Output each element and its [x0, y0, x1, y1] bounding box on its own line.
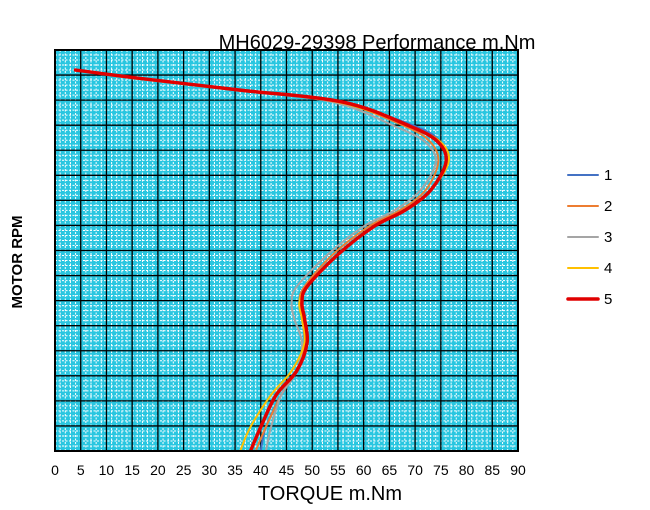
x-tick-label: 15	[124, 462, 140, 478]
legend-label-3: 3	[604, 229, 612, 246]
x-tick-label: 85	[484, 462, 500, 478]
x-tick-label: 0	[51, 462, 59, 478]
x-tick-label: 25	[176, 462, 192, 478]
x-tick-label: 20	[150, 462, 166, 478]
chart-title: MH6029-29398 Performance m.Nm	[219, 32, 536, 54]
legend-label-5: 5	[604, 291, 612, 308]
legend-label-4: 4	[604, 260, 612, 277]
legend-label-2: 2	[604, 198, 612, 215]
x-tick-label: 30	[202, 462, 218, 478]
x-tick-label: 55	[330, 462, 346, 478]
x-tick-label: 10	[99, 462, 115, 478]
x-tick-label: 90	[510, 462, 526, 478]
x-tick-label: 65	[382, 462, 398, 478]
x-tick-label: 75	[433, 462, 449, 478]
series-group	[73, 68, 450, 451]
x-axis-ticks: 0 5 10 15 20 25 30 35 40 45 50 55 60 65 70 75 80 85 90	[51, 462, 526, 478]
x-axis-label: TORQUE m.Nm	[258, 483, 402, 505]
x-tick-label: 5	[77, 462, 85, 478]
legend-label-1: 1	[604, 167, 612, 184]
x-tick-label: 70	[407, 462, 423, 478]
series-line-5	[73, 68, 449, 451]
x-tick-label: 40	[253, 462, 269, 478]
x-tick-label: 45	[279, 462, 295, 478]
plot-border	[54, 49, 519, 452]
x-tick-label: 60	[356, 462, 372, 478]
x-tick-label: 35	[227, 462, 243, 478]
legend: 1 2 3 4 5	[566, 167, 612, 308]
x-tick-label: 50	[304, 462, 320, 478]
x-tick-label: 80	[459, 462, 475, 478]
y-axis-label: MOTOR RPM	[9, 215, 26, 308]
